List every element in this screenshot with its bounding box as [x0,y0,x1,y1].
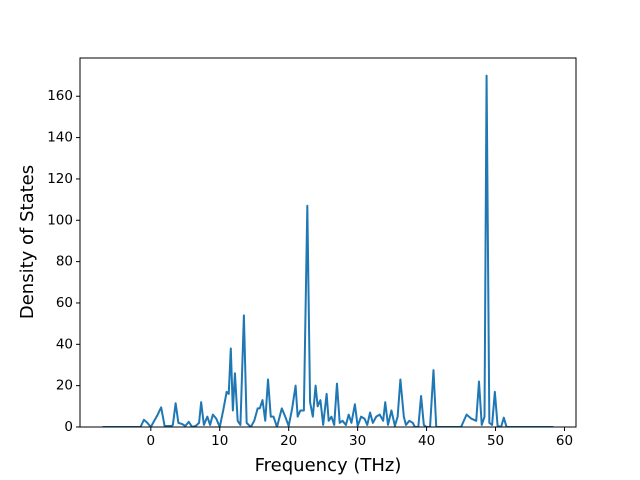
x-tick-label: 0 [147,433,156,449]
y-tick-label: 120 [47,171,73,187]
y-tick-label: 140 [47,130,73,146]
y-tick-label: 20 [56,378,73,394]
x-tick-label: 60 [556,433,573,449]
y-tick-label: 100 [47,212,73,228]
x-tick-label: 20 [280,433,297,449]
y-tick-label: 60 [56,295,73,311]
x-tick-label: 10 [211,433,228,449]
y-tick-label: 40 [56,336,73,352]
x-tick-label: 40 [418,433,435,449]
y-tick-label: 80 [56,254,73,270]
y-tick-label: 0 [64,419,73,435]
plot-frame [79,57,577,428]
dos-line [102,74,554,427]
y-axis-label: Density of States [17,165,38,319]
y-tick-label: 160 [47,88,73,104]
x-axis-label: Frequency (THz) [255,455,402,476]
x-tick-label: 30 [349,433,366,449]
x-tick-label: 50 [487,433,504,449]
